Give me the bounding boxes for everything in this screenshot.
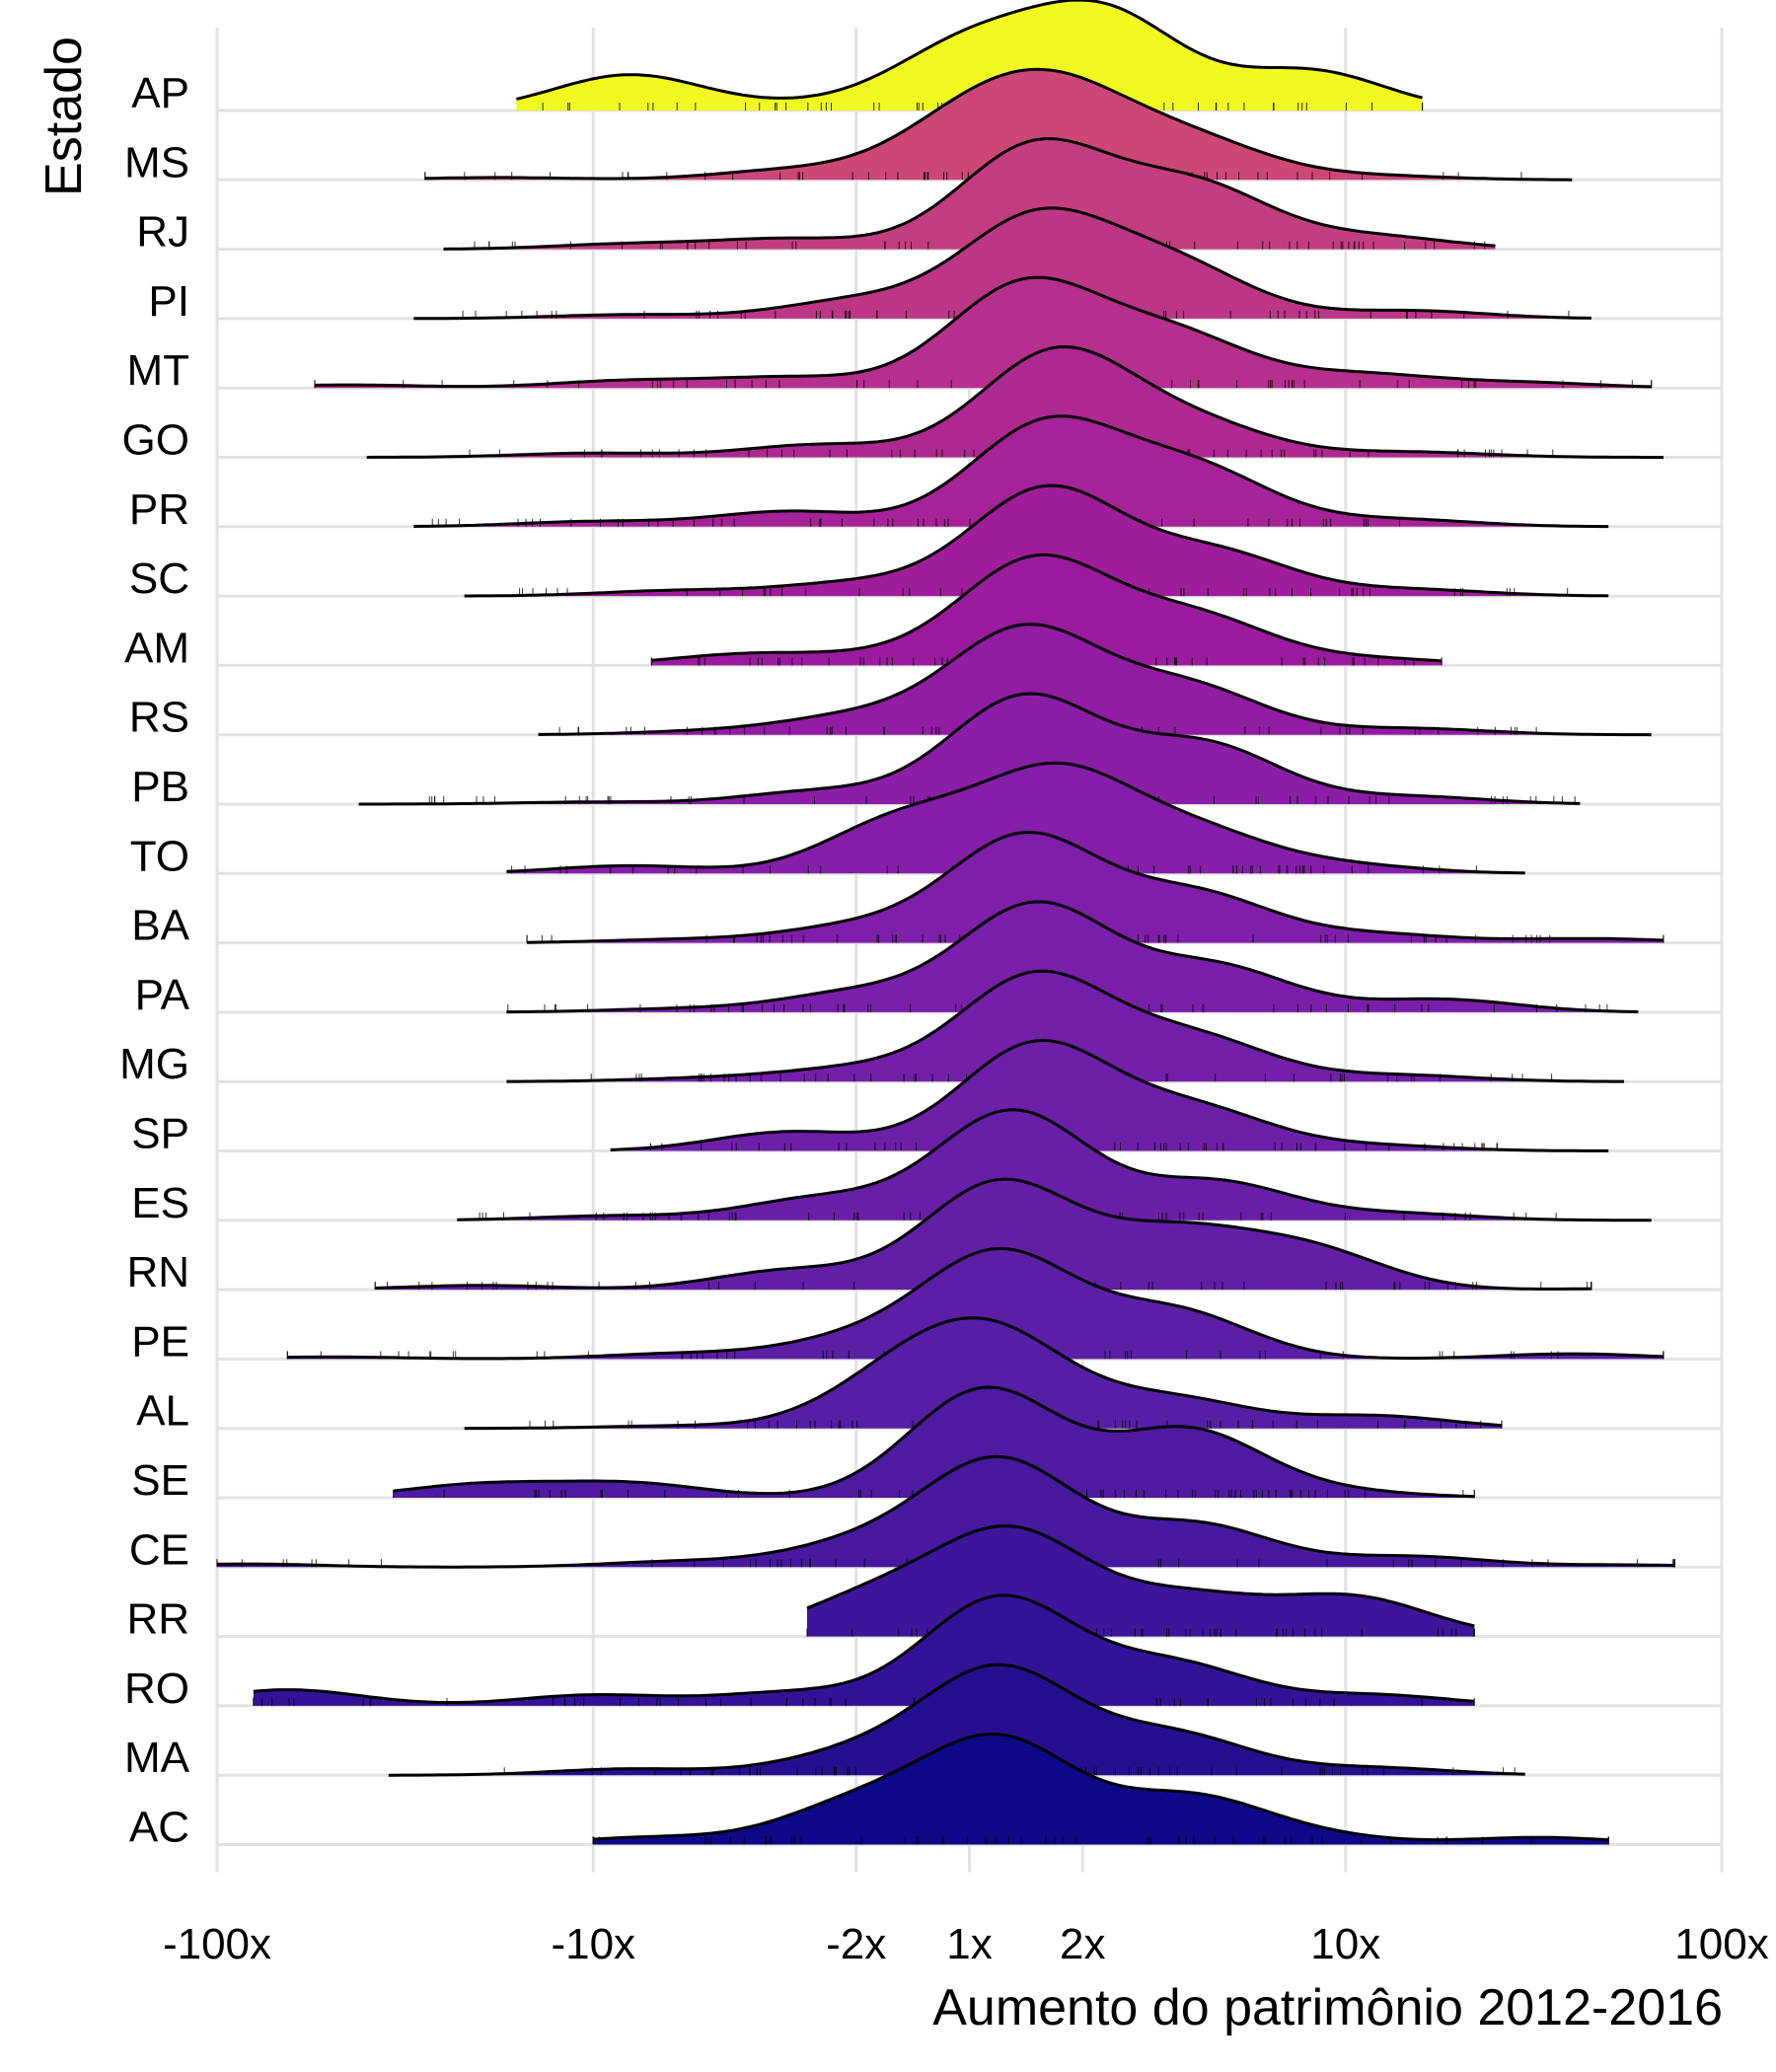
- row-label: TO: [130, 832, 189, 880]
- ridge-fill-PB: [358, 694, 1581, 804]
- ridge-line-PI: [413, 206, 1591, 321]
- ridge-line-RJ: [443, 137, 1496, 251]
- rug-SE: [393, 1490, 1475, 1498]
- ridge-line-ES: [457, 1108, 1652, 1222]
- x-axis-title: Aumento do patrimônio 2012-2016: [932, 1979, 1723, 2036]
- ridge-fill-RN: [375, 1179, 1591, 1291]
- rug-BA: [526, 934, 1665, 943]
- row-label: MS: [124, 138, 189, 186]
- row-label: RN: [126, 1248, 189, 1296]
- ridge-fill-TO: [506, 763, 1525, 874]
- ridge-fill-MS: [424, 69, 1573, 181]
- ridge-line-PE: [287, 1246, 1664, 1361]
- ridge-fill-PR: [413, 415, 1609, 527]
- ridge-line-RR: [806, 1524, 1475, 1628]
- row-label: SC: [129, 555, 189, 603]
- row-label: AM: [124, 624, 189, 672]
- x-tick-label: 1x: [946, 1920, 992, 1968]
- ridge-line-CE: [216, 1454, 1675, 1569]
- row-label: RO: [124, 1665, 189, 1713]
- row-label: SP: [131, 1110, 189, 1158]
- ridge-fill-MG: [506, 971, 1624, 1082]
- ridge-fill-ES: [457, 1109, 1652, 1221]
- row-label: PI: [148, 277, 189, 326]
- x-tick-label: 10x: [1310, 1920, 1380, 1968]
- row-label: BA: [131, 902, 189, 950]
- ridges: [216, 0, 1675, 1845]
- ridge-line-SP: [610, 1039, 1609, 1152]
- ridge-fill-SE: [393, 1387, 1475, 1498]
- row-labels: AP MS RJ PI MT GO PR SC AM RS PB TO BA PA MG SP ES RN PE AL…: [119, 69, 190, 1852]
- ridge-line-SC: [464, 483, 1609, 598]
- x-tick-label: -100x: [163, 1920, 271, 1968]
- ridge-line-MG: [506, 969, 1624, 1083]
- rug-AC: [592, 1836, 1609, 1845]
- ridge-line-MT: [314, 275, 1652, 389]
- row-label: GO: [122, 416, 189, 465]
- ridge-line-BA: [527, 831, 1664, 944]
- x-tick-label: 100x: [1674, 1920, 1768, 1968]
- ridge-line-RO: [253, 1593, 1475, 1704]
- ridge-fill-SC: [464, 485, 1609, 597]
- row-label: MA: [124, 1734, 190, 1782]
- ridge-fill-RJ: [443, 138, 1496, 250]
- row-label: RR: [126, 1595, 189, 1644]
- row-label: PA: [135, 971, 190, 1019]
- ridge-fill-PA: [506, 901, 1639, 1012]
- row-label: RJ: [136, 208, 189, 257]
- row-label: AC: [129, 1804, 189, 1852]
- ridge-fill-AM: [651, 555, 1443, 666]
- ridge-line-RN: [375, 1177, 1591, 1291]
- ridge-fill-RO: [253, 1594, 1475, 1706]
- x-tick-labels: -100x -10x -2x 1x 2x 10x 100x: [163, 1920, 1769, 1968]
- ridge-fill-AC: [593, 1734, 1609, 1845]
- row-label: ES: [131, 1179, 189, 1227]
- row-label: RS: [129, 694, 189, 742]
- row-label: PR: [129, 485, 189, 534]
- ridge-fill-RS: [538, 624, 1652, 735]
- row-label: SE: [131, 1456, 189, 1505]
- row-label: PE: [131, 1317, 189, 1366]
- ridge-fill-BA: [527, 832, 1664, 943]
- ridge-line-PA: [506, 900, 1639, 1014]
- ridge-line-RS: [538, 623, 1652, 737]
- ridge-fill-CE: [217, 1456, 1675, 1568]
- row-label: PB: [131, 763, 189, 811]
- ridge-line-PR: [413, 414, 1609, 529]
- ridge-line-AC: [593, 1733, 1609, 1842]
- x-tick-label: -2x: [826, 1920, 886, 1968]
- row-label: MG: [119, 1040, 189, 1088]
- ridge-fill-AL: [464, 1317, 1503, 1429]
- ridge-line-SE: [393, 1385, 1475, 1499]
- ridge-line-AP: [516, 0, 1423, 101]
- ridge-fill-PE: [287, 1248, 1664, 1360]
- ridge-fill-AP: [516, 0, 1423, 111]
- ridge-line-PB: [358, 692, 1581, 806]
- ridge-line-TO: [506, 761, 1525, 875]
- row-label: AP: [131, 69, 189, 117]
- ridge-line-MS: [424, 67, 1573, 182]
- ridge-line-AL: [464, 1316, 1503, 1431]
- ridge-fill-SP: [610, 1040, 1609, 1151]
- ridge-line-AM: [651, 553, 1443, 663]
- x-tick-label: 2x: [1060, 1920, 1105, 1968]
- ridge-line-MA: [388, 1663, 1525, 1777]
- row-label: CE: [129, 1525, 189, 1574]
- y-axis-title: Estado: [36, 37, 93, 196]
- ridge-fill-PI: [413, 207, 1591, 319]
- row-label: AL: [136, 1387, 189, 1436]
- ridge-fill-GO: [366, 346, 1664, 458]
- ridge-fill-MT: [315, 277, 1652, 389]
- row-label: MT: [126, 346, 189, 395]
- x-tick-label: -10x: [551, 1920, 635, 1968]
- ridge-line-GO: [366, 345, 1664, 459]
